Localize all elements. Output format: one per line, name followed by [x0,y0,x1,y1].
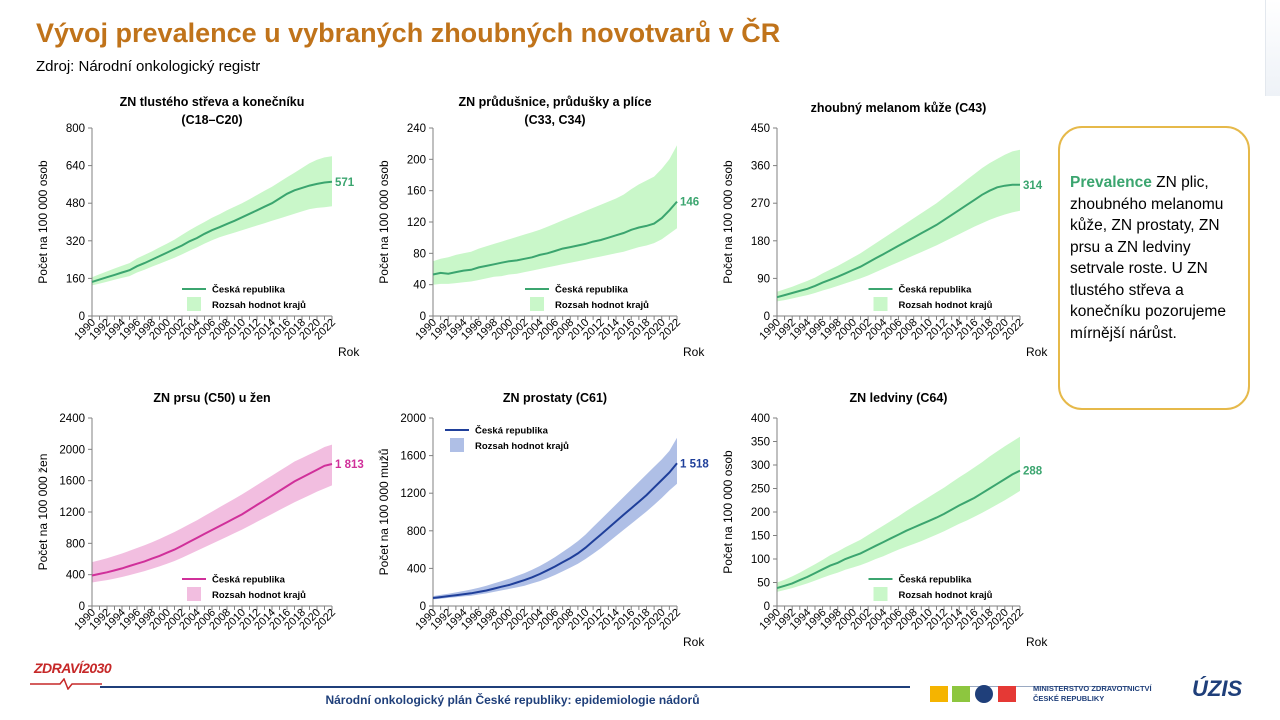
legend-label-series: Česká republika [212,284,286,296]
ministry-text: MINISTERSTVO ZDRAVOTNICTVÍ ČESKÉ REPUBLIK… [1033,684,1152,704]
y-axis-label: Počet na 100 000 osob [36,160,50,284]
range-band [92,156,332,286]
logo-zdravi-word: ZDRAVÍ [34,660,83,676]
x-axis-label: Rok [338,345,360,359]
footer-text: Národní onkologický plán České republiky… [325,693,700,707]
series-line [91,180,333,283]
chart-title: ZN tlustého střeva a konečníku [120,95,305,109]
page-title: Vývoj prevalence u vybraných zhoubných n… [36,18,781,48]
uzis-logo: ÚZIS [1192,676,1243,701]
prevalence-note: Prevalence ZN plic, zhoubného melanomu k… [1058,126,1250,410]
y-tick-label: 160 [66,273,85,285]
y-tick-label: 480 [66,198,85,210]
ministry-line1: MINISTERSTVO ZDRAVOTNICTVÍ [1033,684,1152,693]
pulse-icon [30,678,102,690]
y-tick-label: 320 [66,236,85,248]
y-tick-label: 800 [66,123,85,135]
ministry-line2: ČESKÉ REPUBLIKY [1033,694,1105,703]
end-value-label: 571 [335,177,355,189]
logo-zdravi-year: 2030 [82,660,112,676]
zdravi2030-logo: ZDRAVÍ2030 [34,660,112,676]
legend-band-swatch [187,297,201,311]
footer-divider [100,686,910,688]
legend-label-band: Rozsah hodnot krajů [212,300,306,311]
ministry-logo-icon [930,685,1016,703]
chart-title: (C18–C20) [181,113,242,127]
note-body: ZN plic, zhoubného melanomu kůže, ZN pro… [1070,174,1226,342]
corner-decoration [1265,0,1280,96]
note-lead: Prevalence [1070,174,1152,191]
source-text: Zdroj: Národní onkologický registr [36,58,261,75]
y-tick-label: 640 [66,161,85,173]
y-tick-label: 0 [79,311,85,323]
footer-divider-right [960,686,1130,687]
note-text: Prevalence ZN plic, zhoubného melanomu k… [1070,172,1246,344]
